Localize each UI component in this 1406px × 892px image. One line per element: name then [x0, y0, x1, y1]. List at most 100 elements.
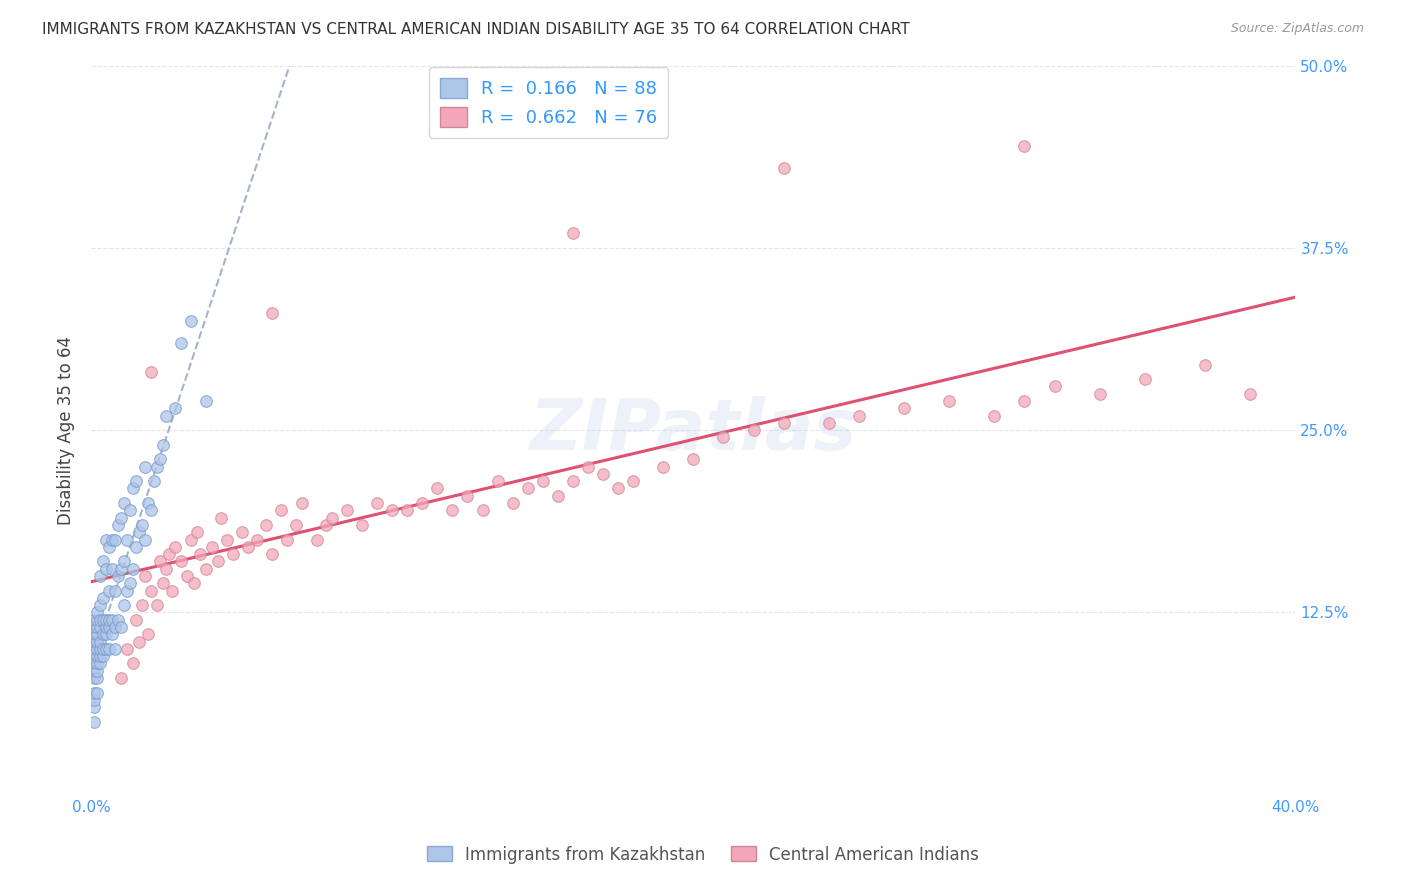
Point	[86, 634, 108, 648]
Point	[236, 540, 259, 554]
Point	[221, 547, 243, 561]
Point	[112, 496, 135, 510]
Point	[607, 482, 630, 496]
Point	[101, 562, 124, 576]
Point	[848, 409, 870, 423]
Point	[101, 533, 124, 547]
Point	[91, 554, 114, 568]
Point	[83, 620, 105, 634]
Point	[209, 510, 232, 524]
Point	[112, 554, 135, 568]
Point	[152, 438, 174, 452]
Point	[194, 562, 217, 576]
Point	[254, 517, 277, 532]
Point	[179, 314, 201, 328]
Point	[128, 525, 150, 540]
Point	[122, 482, 145, 496]
Point	[682, 452, 704, 467]
Point	[381, 503, 404, 517]
Point	[83, 693, 105, 707]
Point	[152, 576, 174, 591]
Point	[141, 503, 163, 517]
Point	[134, 533, 156, 547]
Point	[176, 569, 198, 583]
Point	[516, 482, 538, 496]
Point	[91, 591, 114, 605]
Point	[621, 474, 644, 488]
Point	[125, 474, 148, 488]
Point	[336, 503, 359, 517]
Point	[96, 562, 118, 576]
Point	[260, 547, 283, 561]
Point	[207, 554, 229, 568]
Point	[141, 583, 163, 598]
Point	[938, 394, 960, 409]
Point	[713, 430, 735, 444]
Point	[101, 613, 124, 627]
Point	[96, 620, 118, 634]
Point	[83, 700, 105, 714]
Point	[110, 510, 132, 524]
Point	[396, 503, 419, 517]
Point	[149, 554, 172, 568]
Point	[276, 533, 298, 547]
Point	[817, 416, 839, 430]
Point	[1088, 386, 1111, 401]
Point	[321, 510, 343, 524]
Point	[125, 613, 148, 627]
Point	[104, 533, 127, 547]
Point	[104, 641, 127, 656]
Point	[112, 598, 135, 612]
Point	[291, 496, 314, 510]
Point	[86, 641, 108, 656]
Point	[561, 474, 583, 488]
Point	[83, 671, 105, 685]
Point	[305, 533, 328, 547]
Point	[194, 394, 217, 409]
Point	[162, 583, 184, 598]
Point	[91, 613, 114, 627]
Point	[200, 540, 222, 554]
Text: IMMIGRANTS FROM KAZAKHSTAN VS CENTRAL AMERICAN INDIAN DISABILITY AGE 35 TO 64 CO: IMMIGRANTS FROM KAZAKHSTAN VS CENTRAL AM…	[42, 22, 910, 37]
Point	[117, 583, 139, 598]
Point	[155, 409, 177, 423]
Point	[138, 627, 160, 641]
Point	[89, 634, 111, 648]
Point	[83, 714, 105, 729]
Point	[98, 613, 121, 627]
Point	[471, 503, 494, 517]
Point	[183, 576, 205, 591]
Point	[270, 503, 292, 517]
Point	[91, 627, 114, 641]
Point	[91, 641, 114, 656]
Y-axis label: Disability Age 35 to 64: Disability Age 35 to 64	[58, 335, 75, 524]
Point	[104, 583, 127, 598]
Point	[89, 657, 111, 671]
Point	[104, 620, 127, 634]
Point	[426, 482, 449, 496]
Point	[215, 533, 238, 547]
Point	[366, 496, 388, 510]
Point	[89, 569, 111, 583]
Point	[188, 547, 211, 561]
Point	[86, 685, 108, 699]
Point	[502, 496, 524, 510]
Point	[143, 474, 166, 488]
Point	[652, 459, 675, 474]
Point	[159, 547, 181, 561]
Point	[246, 533, 269, 547]
Point	[96, 533, 118, 547]
Point	[83, 613, 105, 627]
Point	[98, 620, 121, 634]
Point	[120, 503, 142, 517]
Point	[486, 474, 509, 488]
Point	[86, 649, 108, 664]
Point	[86, 657, 108, 671]
Point	[315, 517, 337, 532]
Point	[89, 598, 111, 612]
Point	[83, 641, 105, 656]
Point	[89, 620, 111, 634]
Point	[561, 227, 583, 241]
Point	[131, 598, 153, 612]
Text: ZIPatlas: ZIPatlas	[530, 396, 858, 465]
